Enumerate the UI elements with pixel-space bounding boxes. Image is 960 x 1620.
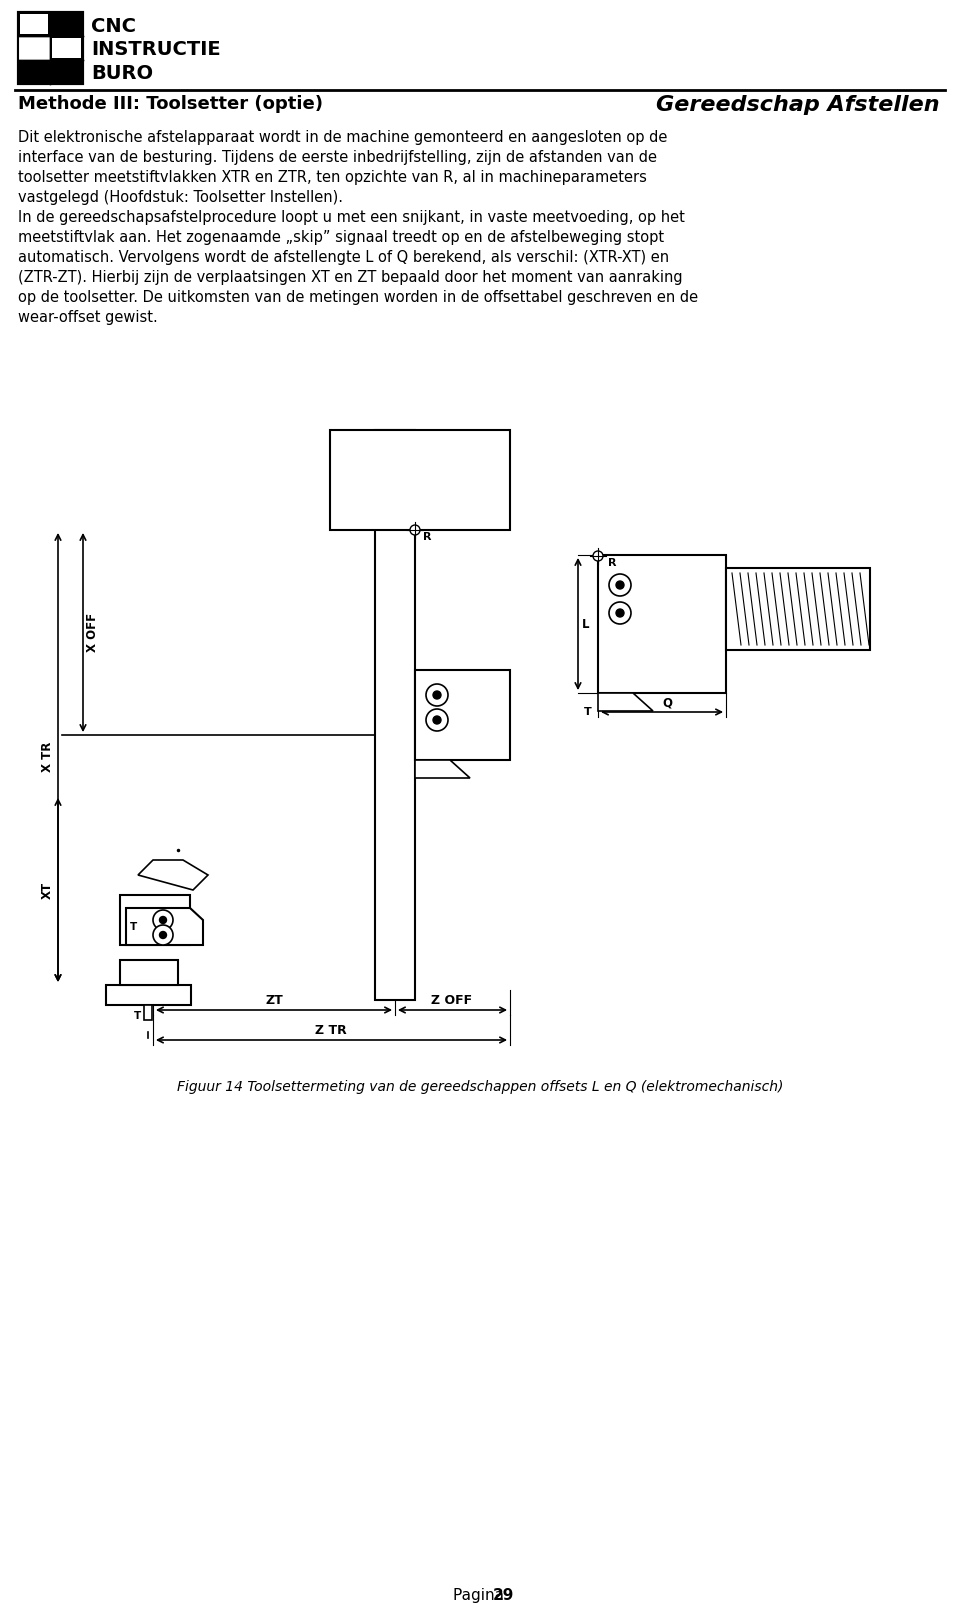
- Bar: [120, 894, 190, 944]
- Text: 29: 29: [493, 1588, 515, 1604]
- Bar: [726, 569, 870, 650]
- Bar: [18, 11, 50, 36]
- Polygon shape: [598, 693, 653, 711]
- Polygon shape: [138, 860, 208, 889]
- Bar: [18, 11, 83, 84]
- Text: R: R: [608, 557, 616, 569]
- Bar: [18, 11, 83, 84]
- Bar: [120, 961, 178, 985]
- Circle shape: [433, 692, 441, 698]
- Bar: [18, 66, 39, 84]
- Bar: [50, 11, 83, 36]
- Text: Pagina: Pagina: [453, 1588, 509, 1604]
- Text: T: T: [585, 706, 592, 718]
- Text: toolsetter meetstiftvlakken XTR en ZTR, ten opzichte van R, al in machineparamet: toolsetter meetstiftvlakken XTR en ZTR, …: [18, 170, 647, 185]
- Text: wear-offset gewist.: wear-offset gewist.: [18, 309, 157, 326]
- Text: T: T: [131, 922, 137, 932]
- Circle shape: [609, 603, 631, 624]
- Polygon shape: [415, 760, 470, 778]
- Circle shape: [616, 609, 624, 617]
- Text: (ZTR-ZT). Hierbij zijn de verplaatsingen XT en ZT bepaald door het moment van aa: (ZTR-ZT). Hierbij zijn de verplaatsingen…: [18, 271, 683, 285]
- Text: X TR: X TR: [41, 742, 54, 773]
- Circle shape: [609, 573, 631, 596]
- Bar: [18, 60, 50, 84]
- Bar: [18, 11, 83, 84]
- Text: T: T: [134, 1011, 142, 1021]
- Circle shape: [433, 716, 441, 724]
- Bar: [144, 1004, 152, 1021]
- Bar: [50, 36, 82, 60]
- Circle shape: [153, 910, 173, 930]
- Text: Dit elektronische afstelapparaat wordt in de machine gemonteerd en aangesloten o: Dit elektronische afstelapparaat wordt i…: [18, 130, 667, 146]
- Text: Z OFF: Z OFF: [431, 995, 472, 1008]
- Polygon shape: [126, 907, 203, 944]
- Text: X OFF: X OFF: [86, 612, 99, 651]
- Bar: [55, 65, 76, 83]
- Text: automatisch. Vervolgens wordt de afstellengte L of Q berekend, als verschil: (XT: automatisch. Vervolgens wordt de afstell…: [18, 249, 669, 266]
- Bar: [415, 671, 510, 760]
- Circle shape: [159, 931, 166, 938]
- Bar: [52, 37, 81, 58]
- Text: interface van de besturing. Tijdens de eerste inbedrijfstelling, zijn de afstand: interface van de besturing. Tijdens de e…: [18, 151, 657, 165]
- Text: Gereedschap Afstellen: Gereedschap Afstellen: [657, 96, 940, 115]
- Bar: [18, 11, 50, 36]
- Text: R: R: [423, 531, 431, 543]
- Text: CNC: CNC: [91, 16, 136, 36]
- Text: L: L: [582, 617, 589, 630]
- Text: op de toolsetter. De uitkomsten van de metingen worden in de offsettabel geschre: op de toolsetter. De uitkomsten van de m…: [18, 290, 698, 305]
- Circle shape: [153, 925, 173, 944]
- Text: meetstiftvlak aan. Het zogenaamde „skip” signaal treedt op en de afstelbeweging : meetstiftvlak aan. Het zogenaamde „skip”…: [18, 230, 664, 245]
- Text: vastgelegd (Hoofdstuk: Toolsetter Instellen).: vastgelegd (Hoofdstuk: Toolsetter Instel…: [18, 190, 343, 206]
- Text: Figuur 14 Toolsettermeting van de gereedschappen offsets L en Q (elektromechanis: Figuur 14 Toolsettermeting van de gereed…: [177, 1081, 783, 1094]
- Bar: [50, 60, 83, 84]
- Text: INSTRUCTIE: INSTRUCTIE: [91, 40, 221, 58]
- Text: ZT: ZT: [265, 995, 283, 1008]
- Text: XT: XT: [41, 881, 54, 899]
- Circle shape: [593, 551, 603, 561]
- Circle shape: [410, 525, 420, 535]
- Text: In de gereedschapsafstelprocedure loopt u met een snijkant, in vaste meetvoeding: In de gereedschapsafstelprocedure loopt …: [18, 211, 684, 225]
- Bar: [330, 429, 510, 530]
- Circle shape: [616, 582, 624, 590]
- Text: Methode III: Toolsetter (optie): Methode III: Toolsetter (optie): [18, 96, 323, 113]
- Text: Z TR: Z TR: [315, 1024, 347, 1037]
- Circle shape: [426, 684, 448, 706]
- Circle shape: [426, 710, 448, 731]
- Text: Q: Q: [662, 697, 672, 710]
- Bar: [598, 556, 726, 693]
- Bar: [20, 15, 48, 34]
- Circle shape: [159, 917, 166, 923]
- Bar: [375, 429, 415, 1000]
- Text: BURO: BURO: [91, 65, 154, 83]
- Bar: [106, 985, 191, 1004]
